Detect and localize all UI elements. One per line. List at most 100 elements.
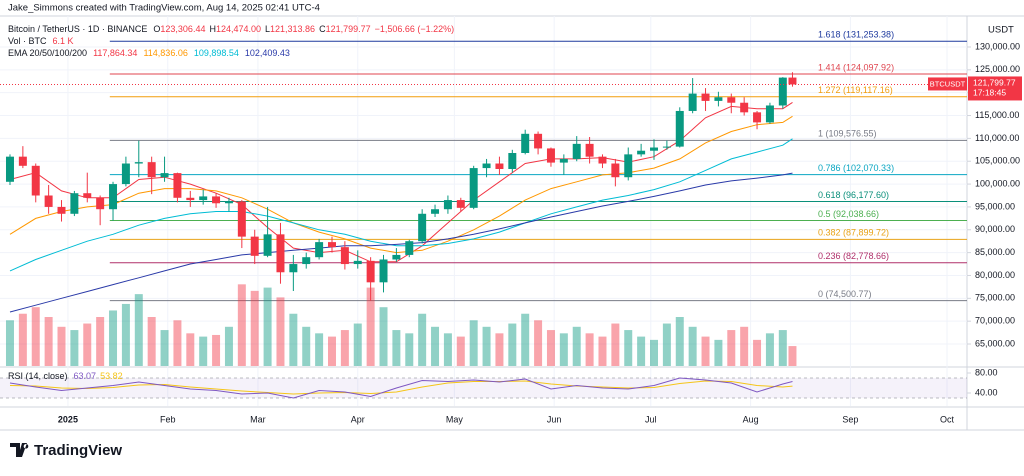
volume-bar [70, 330, 79, 366]
volume-bar [353, 323, 362, 366]
candle-body [572, 143, 581, 159]
candle-body [765, 105, 774, 123]
candle-body [70, 193, 79, 214]
volume-bar [366, 287, 375, 366]
candle-body [315, 242, 324, 258]
ohlc-label: H [209, 24, 216, 34]
y-tick-label: 105,000.00 [975, 156, 1020, 166]
fib-label: 0.5 (92,038.66) [818, 209, 879, 219]
candle-body [250, 236, 259, 256]
rsi-band [0, 378, 967, 398]
volume-bar [173, 320, 182, 366]
volume-bar [585, 333, 594, 366]
volume-bar [212, 334, 221, 366]
candle-body [5, 156, 14, 182]
volume-bar [443, 333, 452, 366]
candle-body [340, 247, 349, 265]
candle-body [186, 197, 195, 201]
rsi-ma-line [9, 380, 793, 395]
ema-value: 109,898.54 [194, 48, 239, 58]
candle-body [392, 254, 401, 260]
ema-label: EMA 20/50/100/200 [8, 48, 87, 58]
volume-bar [5, 320, 14, 366]
y-tick-label: 65,000.00 [975, 338, 1015, 348]
volume-bar [650, 339, 658, 366]
volume-bar [534, 320, 543, 366]
volume-bar [276, 297, 285, 366]
legend-row: Vol · BTC 6.1 K [8, 36, 74, 46]
volume-label: Vol · BTC [8, 36, 47, 46]
volume-bar [482, 326, 491, 366]
volume-bar [456, 336, 465, 366]
candle-body [546, 148, 555, 163]
candle-body [688, 93, 697, 111]
volume-bar [302, 326, 311, 366]
volume-bar [740, 326, 749, 366]
volume-bar [328, 336, 336, 366]
candle-body [212, 196, 221, 204]
ohlc-value: 123,306.44 [160, 24, 205, 34]
candle-body [121, 163, 130, 185]
price-tag-box [928, 77, 967, 91]
x-tick-label: May [446, 414, 464, 424]
volume-bar [224, 326, 233, 366]
candle-body [778, 77, 787, 106]
fib-label: 0 (74,500.77) [818, 289, 872, 299]
volume-bar [186, 333, 195, 366]
volume-bar [521, 313, 530, 366]
volume-bar [675, 317, 684, 366]
candle-body [353, 260, 362, 265]
volume-bar [289, 313, 298, 366]
volume-bar [340, 330, 349, 366]
volume-bar [662, 323, 671, 366]
rsi-ma-value: 53.82 [100, 371, 123, 381]
y-tick-label: 80,000.00 [975, 270, 1015, 280]
x-tick-label: Aug [743, 414, 759, 424]
volume-bar [109, 310, 118, 366]
candle-body [624, 154, 633, 178]
fib-label: 1.618 (131,253.38) [818, 30, 894, 40]
legend-row: Bitcoin / TetherUS · 1D · BINANCE O123,30… [8, 24, 454, 34]
plot-area: 1.618 (131,253.38) 1.414 (124,097.92) 1.27… [0, 16, 967, 406]
volume-bar [572, 326, 581, 366]
candle-body [366, 260, 375, 283]
volume-bar [765, 333, 774, 366]
candle-body [675, 110, 684, 147]
candle-body [482, 163, 491, 169]
candle-body [521, 133, 530, 154]
volume-bar [495, 333, 504, 366]
candle-body [469, 168, 478, 208]
candle-body [753, 112, 762, 123]
x-tick-label: Jul [645, 414, 657, 424]
fib-label: 1.414 (124,097.92) [818, 62, 894, 72]
y-tick-label: 70,000.00 [975, 316, 1015, 326]
volume-bar [611, 323, 620, 366]
candle-body [405, 241, 414, 255]
footer-brand: TradingView [34, 442, 122, 459]
candle-body [109, 184, 118, 210]
y-tick-label: 90,000.00 [975, 224, 1015, 234]
candle-body [508, 153, 517, 169]
candle-body [276, 234, 285, 273]
candle-body [740, 102, 749, 113]
ema-value: 114,836.06 [143, 48, 187, 58]
volume-bar [44, 317, 53, 366]
volume-bar [134, 294, 143, 366]
candle-body [379, 259, 388, 283]
fib-label: 1.272 (119,117.16) [818, 85, 893, 95]
x-tick-label: 2025 [58, 414, 78, 424]
candle-body [57, 206, 66, 214]
candle-body [701, 93, 710, 101]
volume-bar [237, 284, 246, 366]
candle-body [18, 156, 27, 166]
change: −1,506.66 (−1.22%) [375, 24, 455, 34]
volume-value: 6.1 K [53, 36, 74, 46]
candle-body [534, 133, 543, 149]
ohlc-label: O [153, 24, 160, 34]
fib-label: 1 (109,576.55) [818, 129, 877, 139]
candle-body [237, 201, 246, 237]
volume-bar [405, 333, 414, 366]
candle-body [443, 200, 452, 210]
